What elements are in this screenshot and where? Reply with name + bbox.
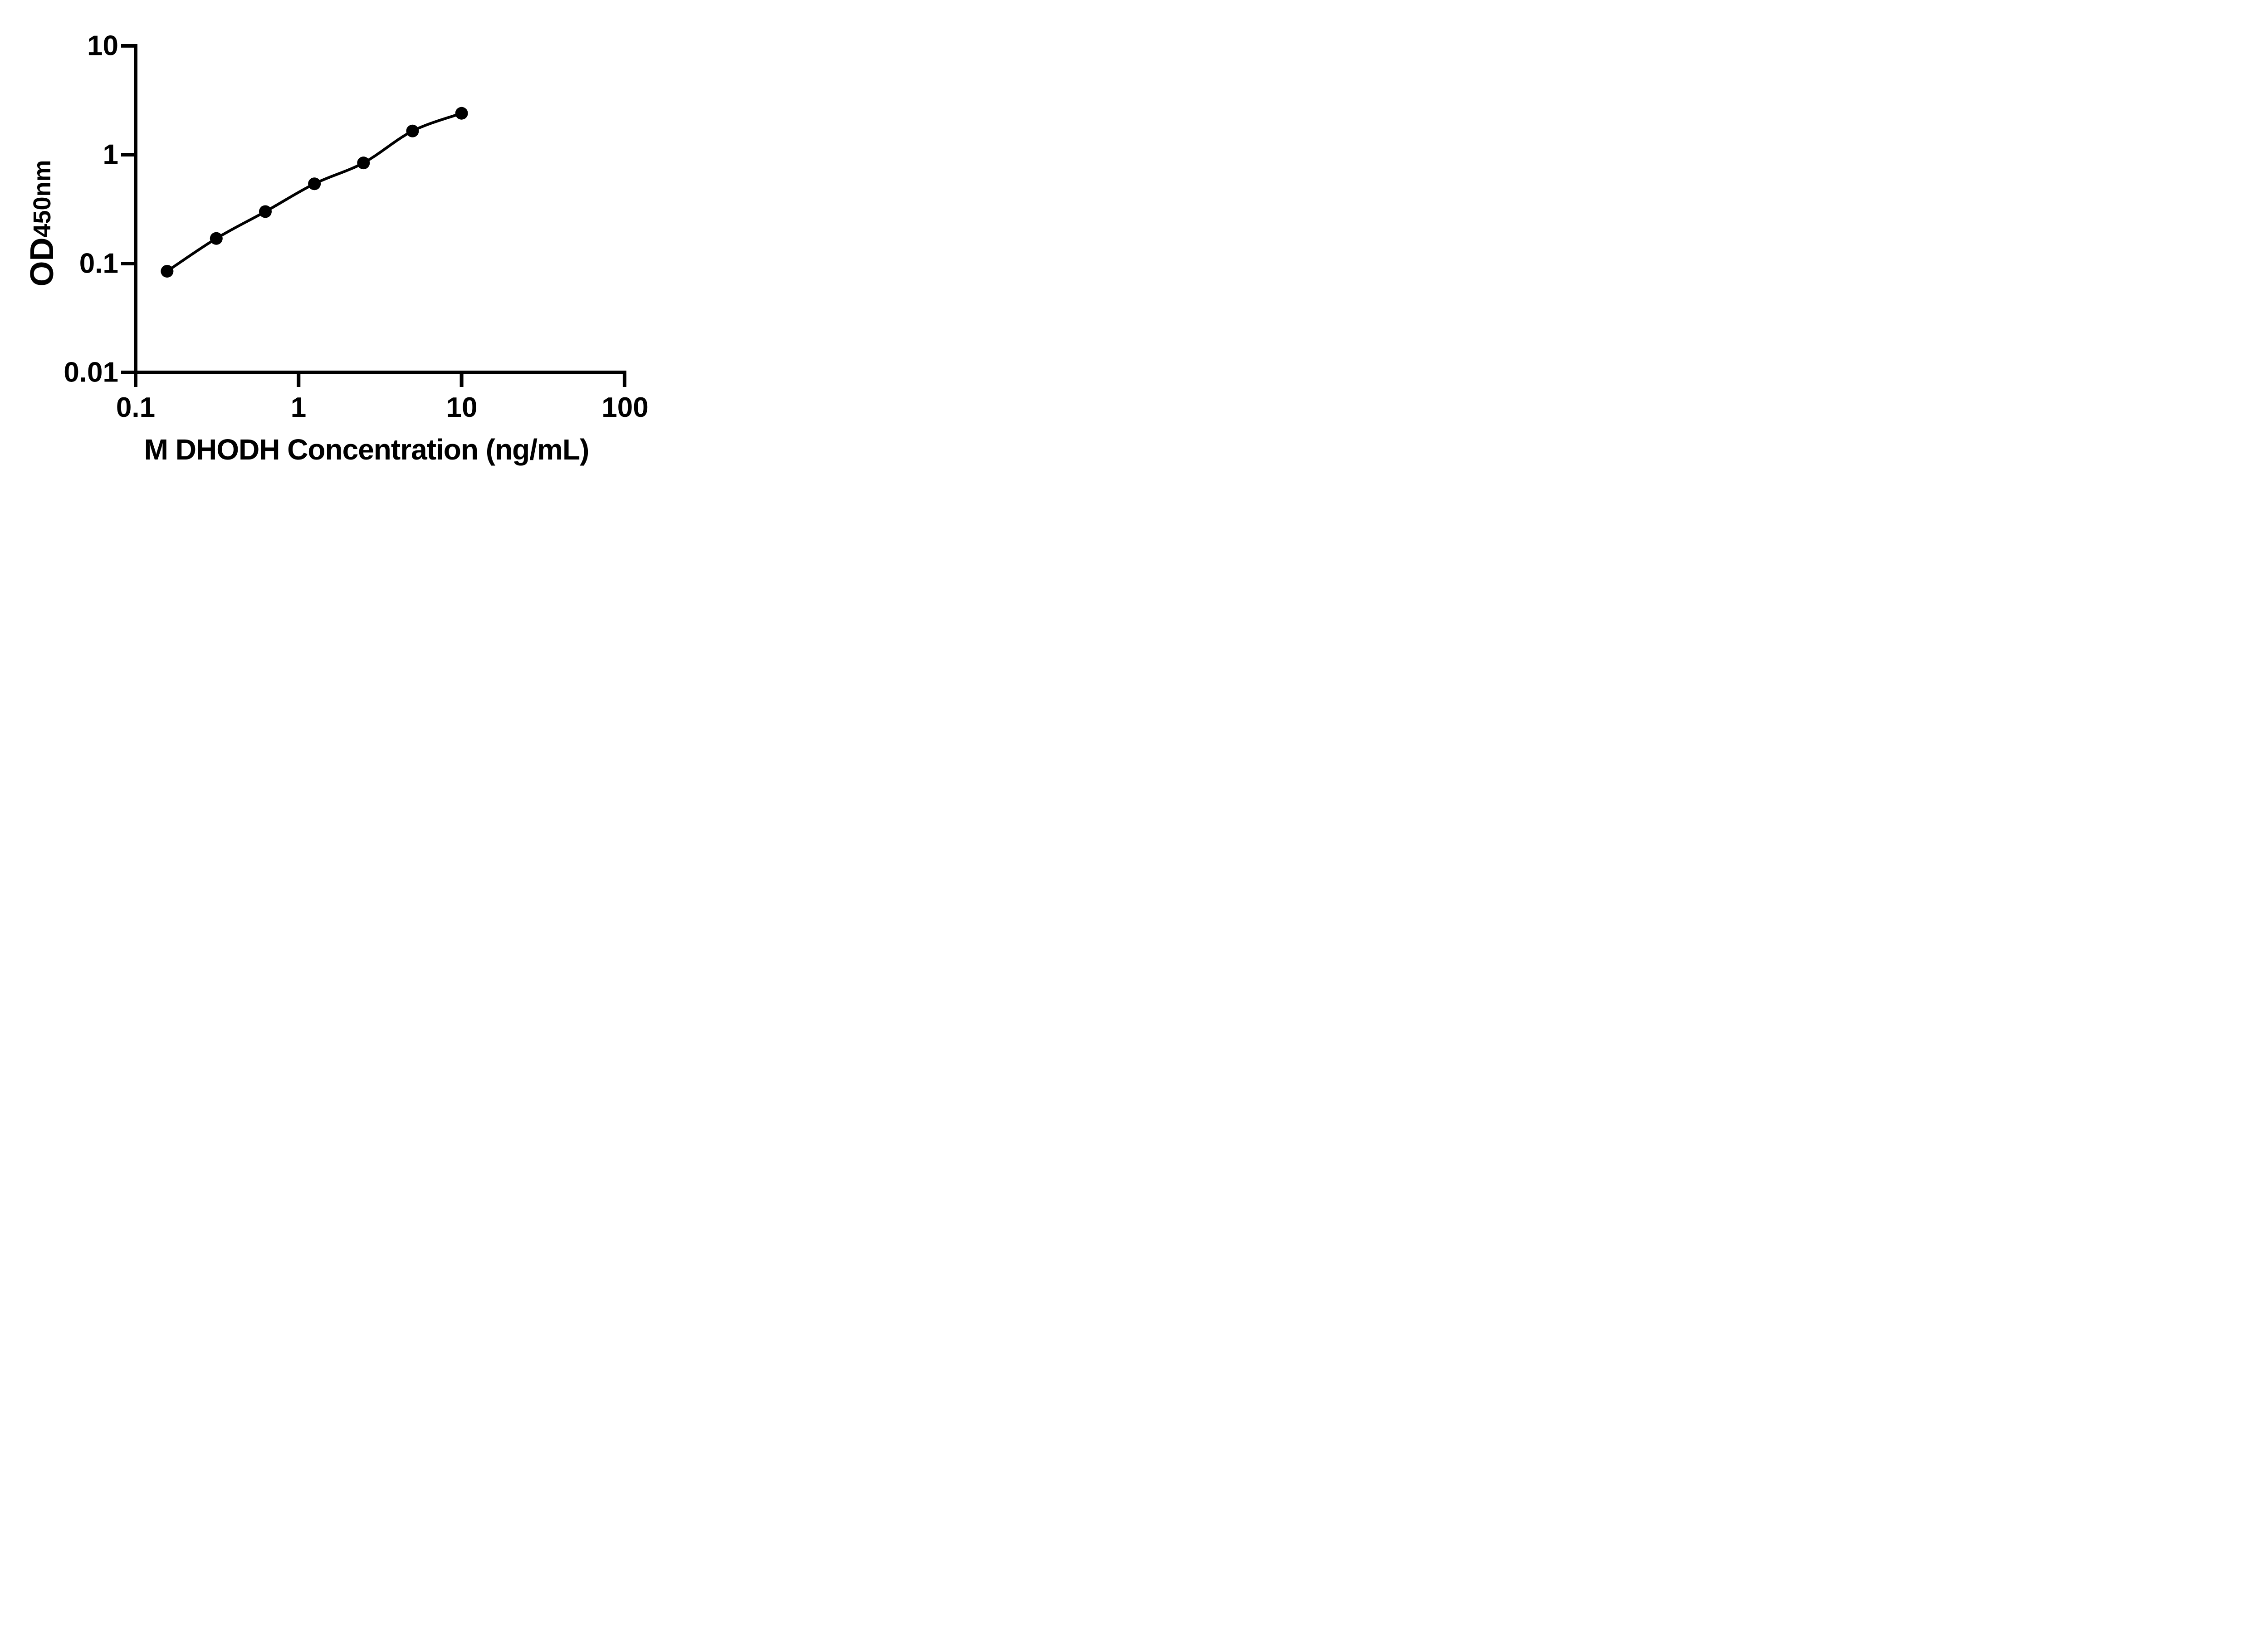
standard-curve-chart: 0.01 0.1 1 10 0.1 1 10 100 M DHODH Conce… [24,30,649,466]
data-point-marker [357,156,370,170]
data-point-marker [455,107,468,120]
data-point-marker [406,124,419,137]
y-axis-title-main: OD [24,238,60,287]
y-tick-label-1: 1 [103,139,118,171]
x-tick-label-100: 100 [601,392,648,423]
figure-canvas: 0.01 0.1 1 10 0.1 1 10 100 M DHODH Conce… [0,0,699,490]
axis-spines [134,46,625,374]
data-point-markers [161,107,468,278]
axes [121,44,626,387]
y-axis-title: OD450nm [24,160,60,286]
y-tick-label-0.1: 0.1 [79,248,118,279]
y-tick-label-0.01: 0.01 [64,357,118,388]
fit-curve [166,112,463,273]
x-axis-title: M DHODH Concentration (ng/mL) [144,433,589,466]
data-point-marker [259,205,272,218]
data-point-marker [308,177,321,191]
y-axis-title-subscript: 450nm [29,160,56,237]
x-tick-label-0.1: 0.1 [116,392,155,423]
data-point-marker [210,232,223,245]
y-tick-label-10: 10 [87,30,118,62]
fit-curve-line [166,112,463,273]
x-tick-label-1: 1 [291,392,306,423]
data-point-marker [161,264,174,278]
x-tick-label-10: 10 [446,392,478,423]
